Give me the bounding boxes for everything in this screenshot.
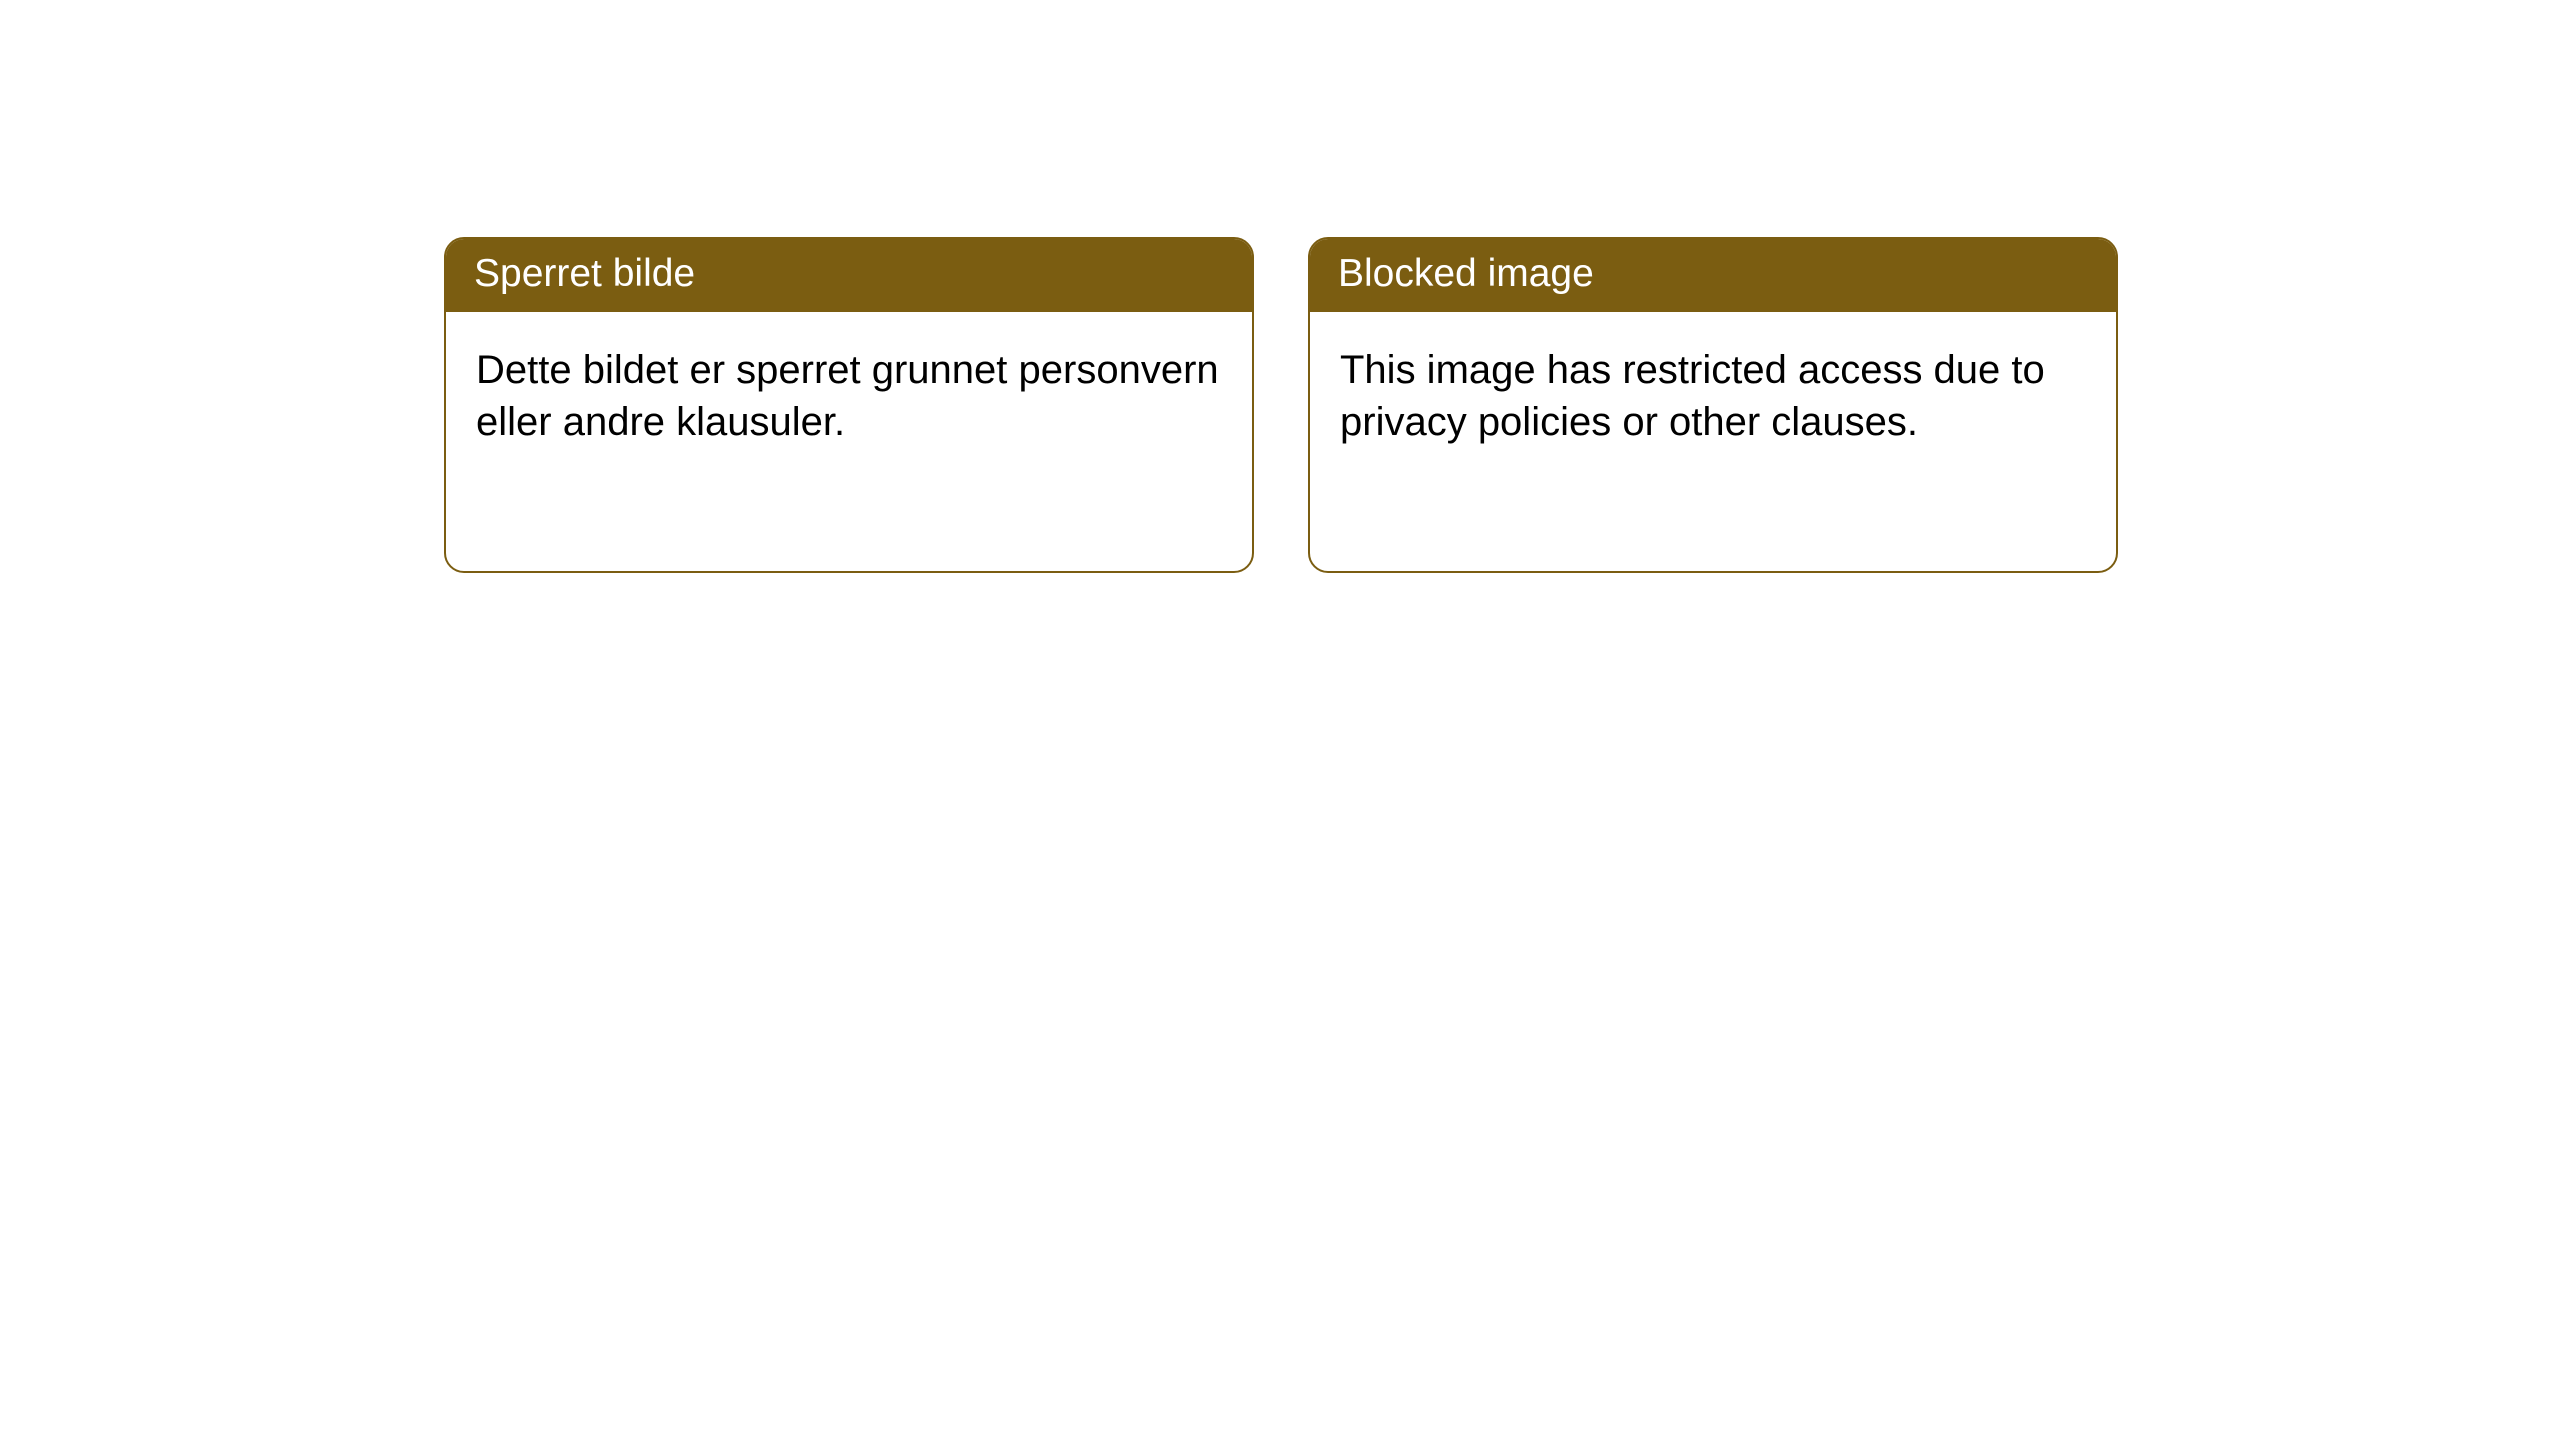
notice-container: Sperret bilde Dette bildet er sperret gr…: [0, 0, 2560, 573]
notice-header: Sperret bilde: [446, 239, 1252, 312]
notice-header: Blocked image: [1310, 239, 2116, 312]
notice-card-english: Blocked image This image has restricted …: [1308, 237, 2118, 573]
notice-card-norwegian: Sperret bilde Dette bildet er sperret gr…: [444, 237, 1254, 573]
notice-body: Dette bildet er sperret grunnet personve…: [446, 312, 1252, 480]
notice-body: This image has restricted access due to …: [1310, 312, 2116, 480]
